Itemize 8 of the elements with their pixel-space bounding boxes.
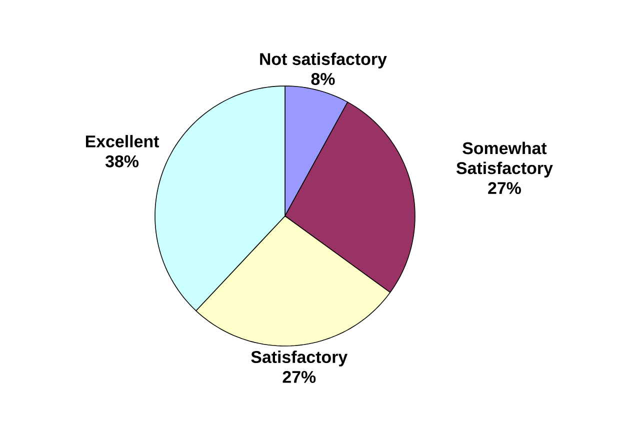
slice-label: Satisfactory [251,350,348,366]
data-label: 38% [105,155,139,168]
data-label: 8% [311,73,335,86]
slice-label: Somewhat Satisfactory [456,142,553,178]
slice-label: Not satisfactory [260,52,387,68]
data-label: 27% [488,182,521,194]
slice-label: Excellent [86,134,160,148]
data-label: 27% [282,370,316,383]
